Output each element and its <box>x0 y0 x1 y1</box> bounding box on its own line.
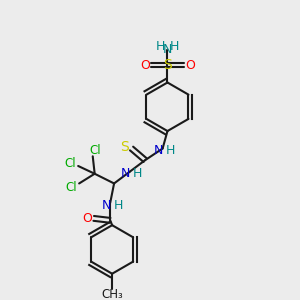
Text: N: N <box>154 144 164 157</box>
Text: N: N <box>102 199 111 212</box>
Text: H: H <box>113 199 123 212</box>
Text: H: H <box>133 167 142 180</box>
Text: H: H <box>169 40 179 53</box>
Text: N: N <box>163 43 172 56</box>
Text: Cl: Cl <box>66 181 77 194</box>
Text: S: S <box>163 58 172 72</box>
Text: O: O <box>82 212 92 225</box>
Text: Cl: Cl <box>90 144 101 157</box>
Text: O: O <box>185 58 195 71</box>
Text: CH₃: CH₃ <box>101 288 123 300</box>
Text: O: O <box>140 58 150 71</box>
Text: N: N <box>121 167 130 180</box>
Text: H: H <box>156 40 165 53</box>
Text: H: H <box>166 144 175 157</box>
Text: Cl: Cl <box>64 157 76 169</box>
Text: S: S <box>120 140 129 154</box>
